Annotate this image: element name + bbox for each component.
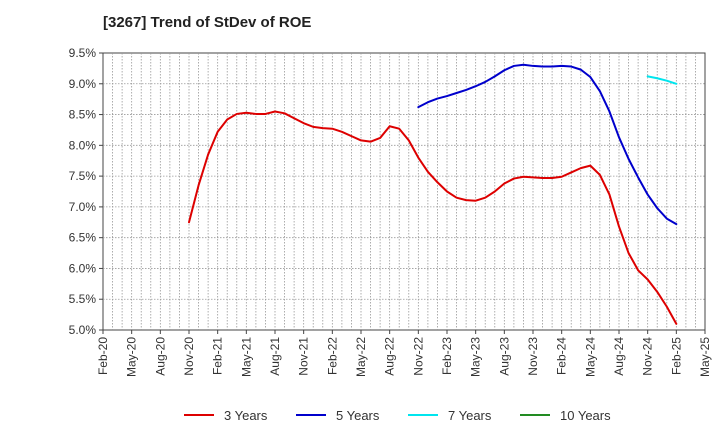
y-tick-label: 5.5% bbox=[69, 292, 97, 306]
series-lines bbox=[188, 63, 678, 325]
y-tick-label: 9.0% bbox=[69, 77, 97, 91]
series-line-5-years bbox=[417, 63, 678, 226]
series-line-3-years bbox=[188, 110, 678, 325]
x-tick-label: Feb-22 bbox=[325, 337, 339, 375]
y-tick-label: 5.0% bbox=[69, 323, 97, 337]
legend: 3 Years 5 Years 7 Years 10 Years bbox=[184, 408, 611, 423]
legend-label: 3 Years bbox=[224, 408, 268, 423]
x-tick-label: Aug-20 bbox=[153, 337, 167, 376]
legend-label: 5 Years bbox=[336, 408, 380, 423]
y-tick-label: 6.5% bbox=[69, 231, 97, 245]
y-tick-label: 8.0% bbox=[69, 138, 97, 152]
x-tick-label: Nov-21 bbox=[297, 337, 311, 376]
y-tick-label: 7.5% bbox=[69, 169, 97, 183]
x-tick-label: May-21 bbox=[239, 337, 253, 377]
y-tick-label: 6.0% bbox=[69, 261, 97, 275]
x-tick-label: Feb-23 bbox=[440, 337, 454, 375]
legend-label: 10 Years bbox=[560, 408, 611, 423]
x-tick-label: Feb-25 bbox=[669, 337, 683, 375]
x-tick-label: Feb-24 bbox=[555, 337, 569, 375]
x-tick-label: May-24 bbox=[583, 337, 597, 377]
x-tick-label: Feb-21 bbox=[211, 337, 225, 375]
y-tick-label: 9.5% bbox=[69, 46, 97, 60]
x-tick-label: Aug-22 bbox=[383, 337, 397, 376]
x-tick-label: Nov-23 bbox=[526, 337, 540, 376]
legend-label: 7 Years bbox=[448, 408, 492, 423]
series-line-7-years bbox=[646, 75, 678, 85]
chart-title: [3267] Trend of StDev of ROE bbox=[103, 14, 312, 31]
x-tick-label: Feb-20 bbox=[96, 337, 110, 375]
y-tick-label: 8.5% bbox=[69, 108, 97, 122]
x-tick-label: Aug-21 bbox=[268, 337, 282, 376]
x-tick-label: Aug-24 bbox=[612, 337, 626, 376]
x-tick-label: Nov-24 bbox=[641, 337, 655, 376]
x-tick-label: Nov-20 bbox=[182, 337, 196, 376]
plot-area bbox=[102, 52, 706, 331]
x-tick-label: Nov-22 bbox=[411, 337, 425, 376]
y-axis: 9.5% 9.0% 8.5% 8.0% 7.5% 7.0% 6.5% 6.0% 5.5% 5.0% bbox=[69, 46, 103, 337]
x-tick-label: May-22 bbox=[354, 337, 368, 377]
x-axis: Feb-20 May-20 Aug-20 Nov-20 Feb-21 May-21 Aug-… bbox=[96, 330, 712, 377]
grid-lines bbox=[103, 53, 705, 330]
y-tick-label: 7.0% bbox=[69, 200, 97, 214]
x-tick-label: May-25 bbox=[698, 337, 712, 377]
x-tick-label: May-23 bbox=[469, 337, 483, 377]
x-tick-label: Aug-23 bbox=[497, 337, 511, 376]
x-tick-label: May-20 bbox=[125, 337, 139, 377]
